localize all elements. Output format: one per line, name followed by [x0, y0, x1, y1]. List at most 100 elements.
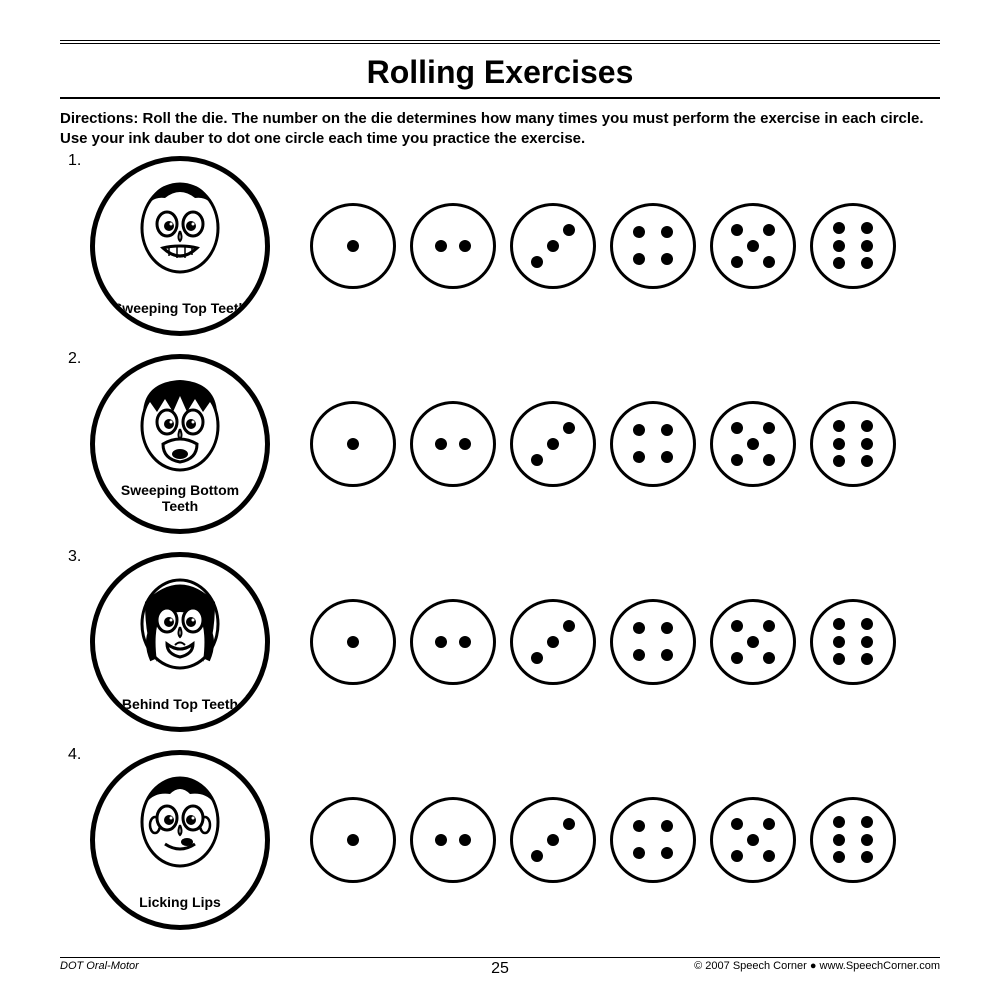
die-circle-5	[710, 599, 796, 685]
pip	[861, 438, 873, 450]
pip	[731, 454, 743, 466]
footer-left: DOT Oral-Motor	[60, 960, 139, 972]
pip	[435, 438, 447, 450]
exercise-row: 2.Sweeping Bottom Teeth	[60, 354, 940, 534]
pip	[731, 818, 743, 830]
exercise-circle: Licking Lips	[90, 750, 270, 930]
pip	[861, 222, 873, 234]
pip	[531, 850, 543, 862]
pip	[435, 240, 447, 252]
pip	[547, 834, 559, 846]
face-icon	[125, 765, 235, 875]
row-number: 3.	[68, 548, 81, 566]
pip	[563, 818, 575, 830]
dice-strip	[310, 599, 896, 685]
pip	[731, 850, 743, 862]
pip	[661, 253, 673, 265]
pip	[661, 424, 673, 436]
die-circle-1	[310, 599, 396, 685]
die-circle-6	[810, 401, 896, 487]
pip	[633, 424, 645, 436]
exercise-circle: Sweeping Top Teeth	[90, 156, 270, 336]
die-circle-4	[610, 203, 696, 289]
pip	[661, 847, 673, 859]
row-number: 4.	[68, 746, 81, 764]
die-circle-1	[310, 401, 396, 487]
pip	[763, 620, 775, 632]
pip	[563, 224, 575, 236]
pip	[661, 226, 673, 238]
footer-right: © 2007 Speech Corner ● www.SpeechCorner.…	[694, 960, 940, 972]
pip	[731, 652, 743, 664]
top-double-rule	[60, 40, 940, 44]
pip	[763, 422, 775, 434]
die-circle-6	[810, 599, 896, 685]
pip	[347, 834, 359, 846]
pip	[633, 847, 645, 859]
face-icon	[125, 567, 235, 677]
die-circle-6	[810, 797, 896, 883]
pip	[833, 618, 845, 630]
face-icon	[125, 369, 235, 479]
die-circle-2	[410, 599, 496, 685]
pip	[833, 653, 845, 665]
die-circle-6	[810, 203, 896, 289]
die-circle-5	[710, 401, 796, 487]
pip	[833, 636, 845, 648]
die-circle-3	[510, 401, 596, 487]
worksheet-page: Rolling Exercises Directions: Roll the d…	[0, 0, 1000, 1000]
directions-label: Directions:	[60, 110, 138, 127]
footer-page-number: 25	[491, 960, 509, 978]
face-icon	[125, 171, 235, 281]
die-circle-4	[610, 599, 696, 685]
pip	[861, 455, 873, 467]
pip	[833, 438, 845, 450]
pip	[531, 454, 543, 466]
pip	[633, 820, 645, 832]
pip	[531, 652, 543, 664]
dice-strip	[310, 401, 896, 487]
die-circle-1	[310, 797, 396, 883]
exercise-circle: Behind Top Teeth	[90, 552, 270, 732]
pip	[633, 451, 645, 463]
exercise-row: 4.Licking Lips	[60, 750, 940, 930]
pip	[763, 652, 775, 664]
pip	[833, 455, 845, 467]
title-underline	[60, 97, 940, 99]
pip	[747, 636, 759, 648]
pip	[563, 620, 575, 632]
pip	[861, 420, 873, 432]
pip	[763, 224, 775, 236]
pip	[347, 636, 359, 648]
die-circle-5	[710, 797, 796, 883]
pip	[833, 420, 845, 432]
die-circle-4	[610, 401, 696, 487]
pip	[747, 240, 759, 252]
pip	[731, 224, 743, 236]
row-number: 1.	[68, 152, 81, 170]
pip	[833, 816, 845, 828]
pip	[435, 834, 447, 846]
pip	[861, 834, 873, 846]
pip	[459, 240, 471, 252]
exercise-label: Sweeping Bottom Teeth	[110, 482, 250, 514]
pip	[747, 438, 759, 450]
pip	[763, 256, 775, 268]
pip	[731, 256, 743, 268]
die-circle-1	[310, 203, 396, 289]
pip	[633, 622, 645, 634]
pip	[861, 618, 873, 630]
pip	[833, 240, 845, 252]
pip	[459, 636, 471, 648]
exercise-label: Sweeping Top Teeth	[110, 300, 250, 316]
die-circle-3	[510, 203, 596, 289]
pip	[563, 422, 575, 434]
pip	[763, 818, 775, 830]
pip	[661, 622, 673, 634]
pip	[347, 438, 359, 450]
pip	[531, 256, 543, 268]
pip	[661, 451, 673, 463]
directions-body: Roll the die. The number on the die dete…	[60, 110, 924, 147]
pip	[547, 438, 559, 450]
pip	[633, 649, 645, 661]
